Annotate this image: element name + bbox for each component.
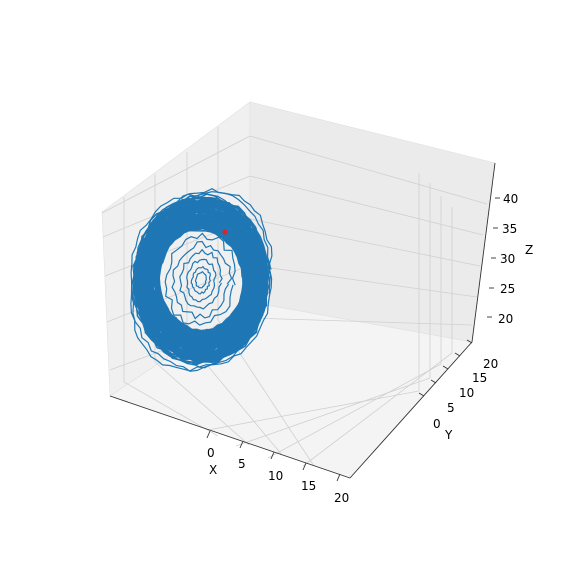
series-line: [164, 232, 236, 326]
x-tick-label: 10: [268, 469, 283, 483]
series-line: [151, 220, 252, 341]
series-line: [148, 217, 254, 345]
grid-line: [249, 264, 478, 298]
marker-point: [222, 229, 228, 235]
series-line: [135, 198, 267, 363]
grid-line: [154, 361, 250, 446]
grid-line: [123, 381, 219, 437]
y-tick-label: 5: [447, 401, 455, 415]
z-tick-label: 20: [498, 312, 513, 326]
y-tick-label: 20: [483, 357, 498, 371]
axis-lines: [109, 162, 500, 482]
tick-mark: [336, 473, 341, 482]
grid-line: [249, 175, 484, 236]
series-line: [171, 240, 233, 320]
x-axis-label: X: [209, 463, 217, 477]
z-axis-label: Z: [525, 243, 533, 257]
tick-mark: [206, 430, 211, 439]
series-line: [186, 258, 217, 303]
z-tick-label: 30: [500, 252, 515, 266]
grid-lines: [101, 127, 488, 467]
x-tick-label: 0: [207, 446, 215, 460]
x-tick-label: 5: [238, 457, 246, 471]
series-line: [194, 271, 208, 289]
grid-line: [235, 377, 431, 447]
tick-mark: [239, 440, 244, 449]
x-tick-label: 20: [334, 491, 349, 505]
series-line: [147, 215, 256, 344]
y-tick-label: 10: [459, 386, 474, 400]
series-line: [130, 188, 271, 372]
grid-line: [249, 135, 488, 205]
grid-line: [249, 317, 473, 326]
back-pane: [249, 101, 496, 343]
grid-line: [302, 352, 453, 467]
y-tick-label: 15: [472, 371, 487, 385]
series-line: [142, 207, 261, 354]
series-line: [133, 201, 269, 360]
tick-mark: [466, 339, 473, 344]
y-axis-line: [349, 341, 473, 479]
x-axis-line: [109, 395, 351, 479]
series-line: [155, 225, 247, 335]
x-tick-label: 15: [301, 479, 316, 493]
tick-mark: [442, 365, 449, 370]
tick-mark: [418, 392, 425, 397]
grid-line: [267, 363, 442, 459]
grid-line: [207, 390, 420, 431]
y-tick-label: 0: [433, 417, 441, 431]
series-line-group: [130, 188, 273, 372]
tick-mark: [430, 379, 437, 384]
tick-mark: [454, 352, 461, 357]
series-line: [132, 196, 270, 362]
tick-mark: [302, 462, 307, 471]
z-axis-line: [471, 162, 496, 343]
series-line: [179, 248, 223, 310]
z-tick-label: 25: [500, 282, 515, 296]
z-tick-label: 40: [503, 192, 518, 206]
y-axis-label: Y: [444, 428, 453, 442]
grid-line: [249, 218, 481, 267]
series-line: [146, 213, 257, 349]
grid-line: [101, 135, 251, 214]
series-line: [190, 265, 212, 295]
z-tick-label: 35: [502, 222, 517, 236]
tick-mark: [270, 451, 275, 460]
